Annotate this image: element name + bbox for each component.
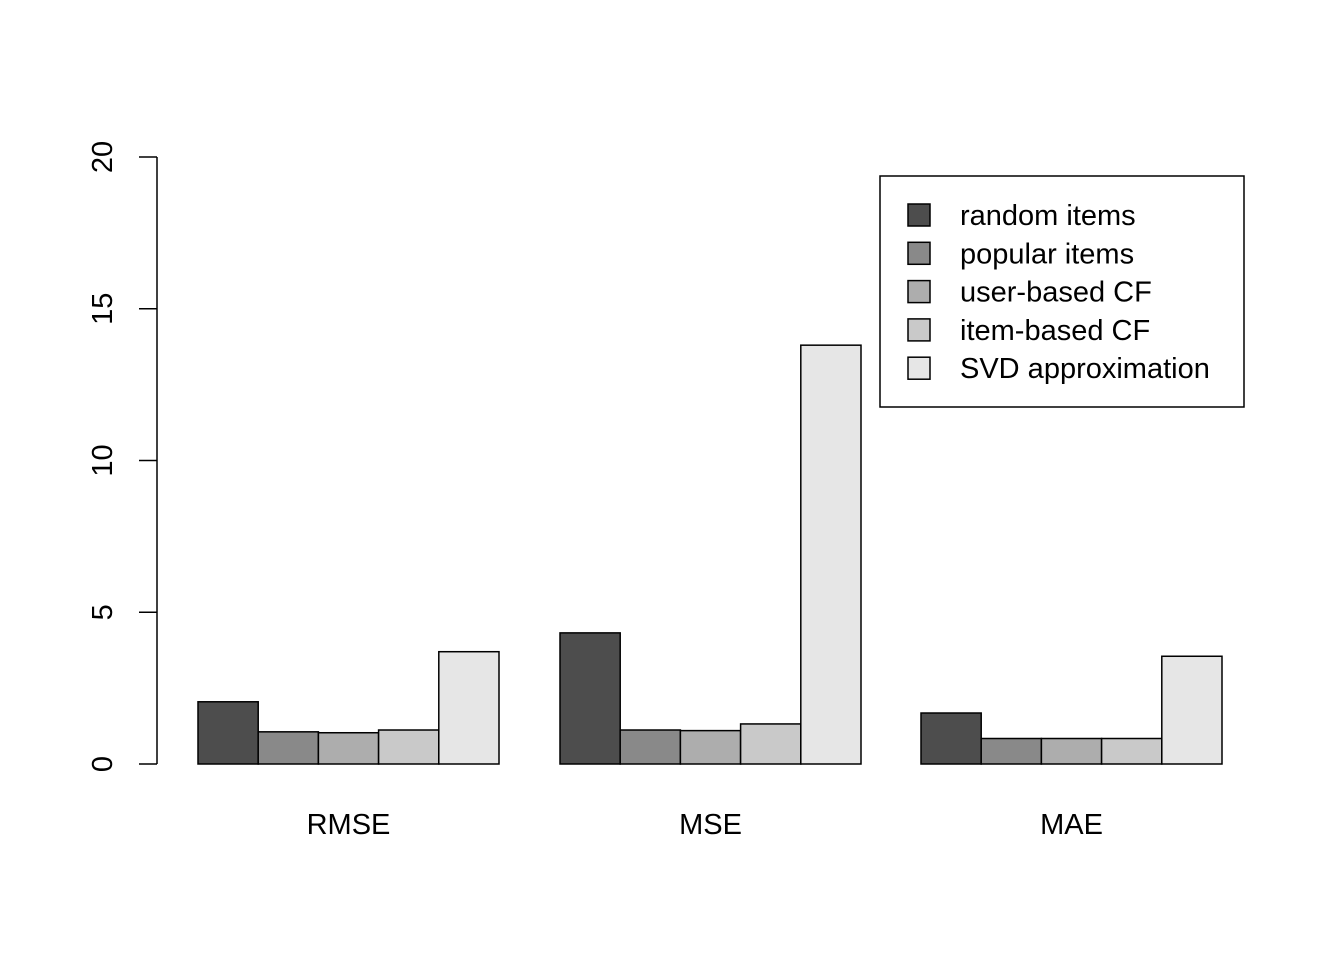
bar-mae-svd-approximation xyxy=(1161,655,1223,765)
legend-swatch xyxy=(907,241,931,266)
bar-mse-svd-approximation xyxy=(800,344,862,765)
bar-mae-item-based-cf xyxy=(1100,737,1163,765)
legend-swatch xyxy=(907,356,931,380)
legend-label: SVD approximation xyxy=(960,353,1210,385)
bars xyxy=(197,344,1223,765)
bar-rmse-random-items xyxy=(197,701,259,765)
legend-swatch xyxy=(907,279,931,304)
x-category-label: MAE xyxy=(1040,809,1103,841)
legend: random items popular items user-based CF it… xyxy=(879,175,1245,408)
y-axis: 0 5 10 15 20 xyxy=(87,141,158,772)
y-tick-label: 5 xyxy=(87,604,119,620)
bar-rmse-svd-approximation xyxy=(438,650,500,765)
bar-mae-random-items xyxy=(920,712,982,765)
x-axis-labels: RMSE MSE MAE xyxy=(307,809,1103,841)
bar-mse-user-based-cf xyxy=(679,729,742,765)
legend-swatch xyxy=(907,203,931,227)
bar-mse-random-items xyxy=(559,632,621,765)
legend-label: user-based CF xyxy=(960,277,1152,309)
bar-mae-popular-items xyxy=(980,737,1043,765)
y-tick-label: 0 xyxy=(87,756,119,772)
legend-swatch xyxy=(907,318,931,342)
bar-rmse-user-based-cf xyxy=(317,731,380,765)
bar-rmse-item-based-cf xyxy=(377,729,440,765)
bar-rmse-popular-items xyxy=(257,731,320,765)
y-tick-label: 10 xyxy=(87,444,119,476)
x-category-label: RMSE xyxy=(307,809,391,841)
legend-label: item-based CF xyxy=(960,315,1150,347)
bar-mse-popular-items xyxy=(619,729,682,765)
x-category-label: MSE xyxy=(679,809,742,841)
y-tick-label: 20 xyxy=(87,141,119,173)
bar-mae-user-based-cf xyxy=(1040,737,1103,765)
bar-mse-item-based-cf xyxy=(739,723,802,765)
legend-label: random items xyxy=(960,200,1136,232)
legend-label: popular items xyxy=(960,238,1134,270)
y-tick-label: 15 xyxy=(87,293,119,325)
legend-box xyxy=(879,175,1245,408)
